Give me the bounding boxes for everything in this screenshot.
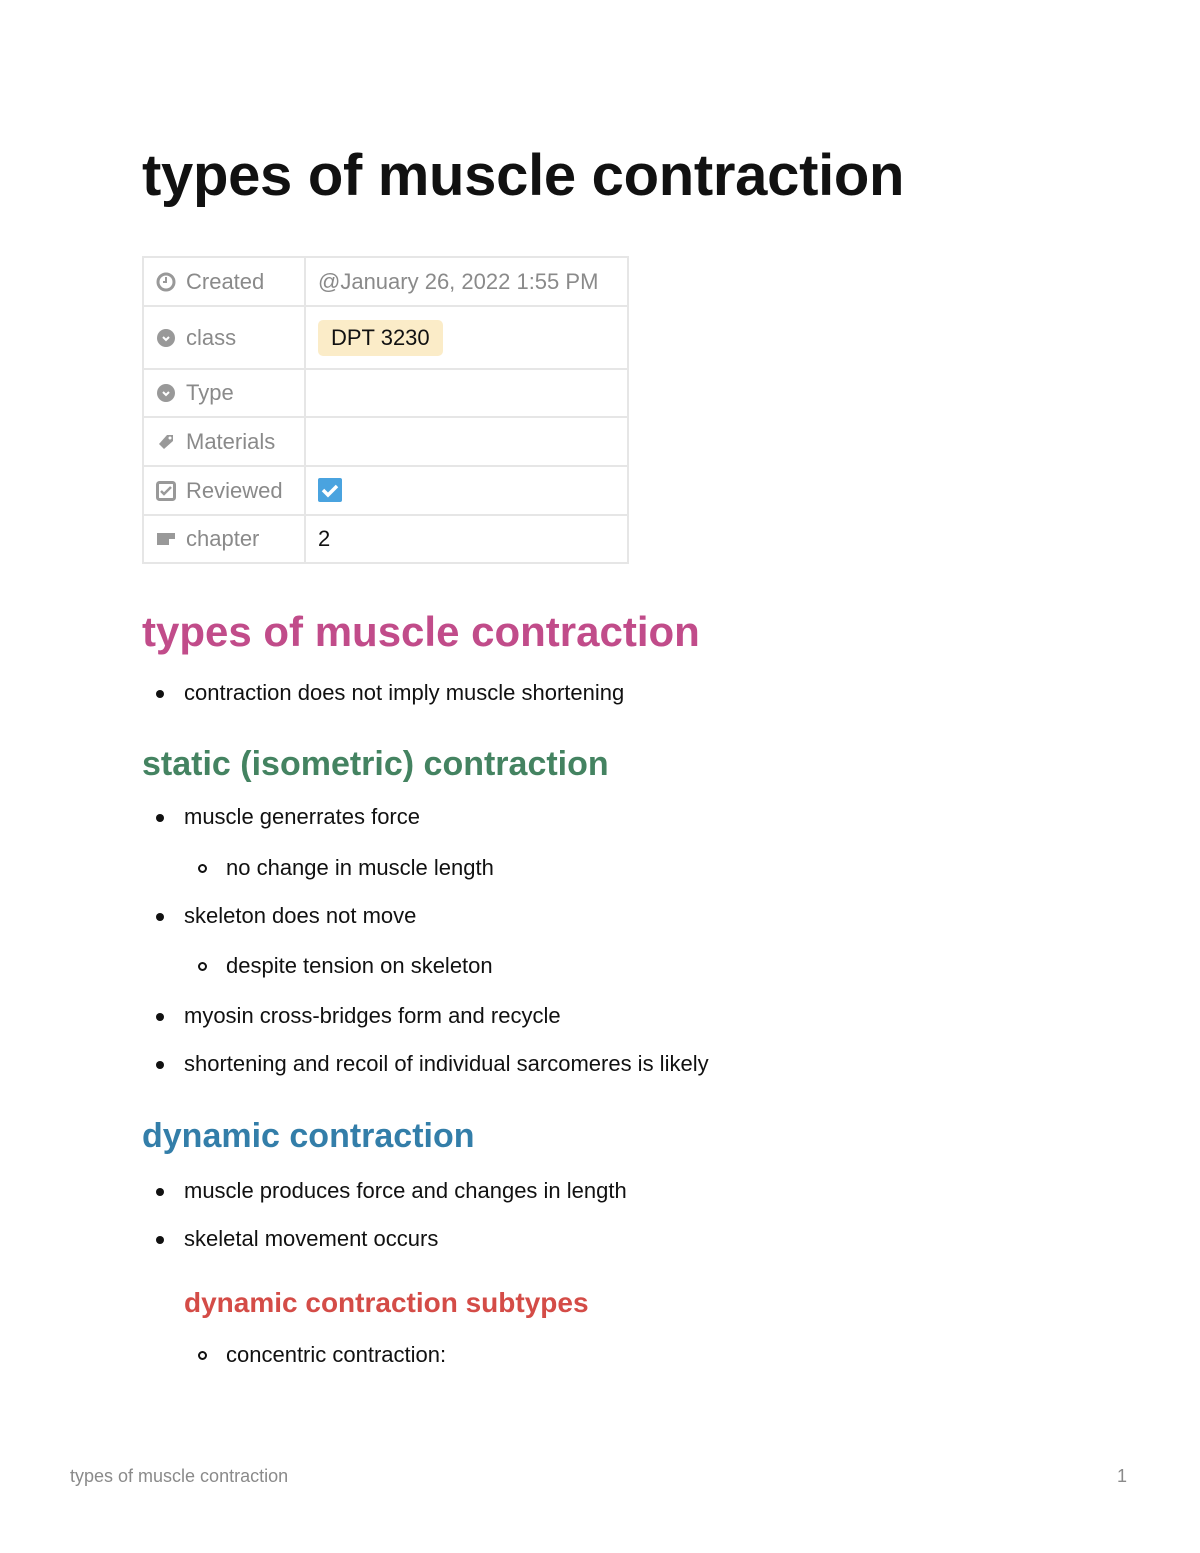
- reviewed-checkbox[interactable]: [318, 477, 342, 502]
- property-row-created: Created @January 26, 2022 1:55 PM: [142, 256, 629, 307]
- page-number: 1: [1117, 1466, 1128, 1486]
- list-item: no change in muscle length: [198, 855, 494, 880]
- list-item: myosin cross-bridges form and recycle: [156, 1003, 561, 1028]
- property-label: Reviewed: [186, 477, 283, 503]
- chapter-value[interactable]: 2: [304, 514, 629, 564]
- property-row-class: class DPT 3230: [142, 305, 629, 370]
- heading-types: types of muscle contraction: [142, 608, 700, 655]
- list-item: concentric contraction:: [197, 1342, 447, 1367]
- property-label: Materials: [186, 428, 276, 454]
- type-value[interactable]: [304, 368, 629, 418]
- list-item: shortening and recoil of individual sarc…: [156, 1051, 709, 1076]
- property-row-materials: Materials: [142, 416, 629, 467]
- heading-static: static (isometric) contraction: [142, 745, 609, 783]
- heading-dynamic: dynamic contraction: [142, 1117, 475, 1155]
- heading-subtypes: dynamic contraction subtypes: [184, 1287, 589, 1318]
- property-row-reviewed: Reviewed: [142, 465, 629, 516]
- property-label: chapter: [186, 526, 260, 551]
- created-value[interactable]: @January 26, 2022 1:55 PM: [304, 256, 629, 307]
- list-item: despite tension on skeleton: [198, 953, 493, 978]
- property-label: Type: [186, 380, 234, 405]
- select-icon: [156, 383, 176, 403]
- footer-title: types of muscle contraction: [70, 1466, 289, 1486]
- list-item: skeleton does not move: [155, 903, 417, 928]
- list-item: muscle produces force and changes in len…: [156, 1178, 627, 1203]
- text-icon: [156, 529, 176, 549]
- tag-icon: [156, 432, 176, 452]
- class-tag[interactable]: DPT 3230: [318, 319, 443, 356]
- property-row-chapter: chapter 2: [142, 514, 629, 564]
- property-row-type: Type: [142, 368, 629, 418]
- properties-table: Created @January 26, 2022 1:55 PM class …: [142, 256, 629, 564]
- list-item: contraction does not imply muscle shorte…: [155, 680, 625, 705]
- page-title: types of muscle contraction: [142, 143, 905, 208]
- clock-icon: [156, 272, 176, 292]
- property-label: Created: [186, 268, 265, 294]
- property-label: class: [186, 324, 237, 350]
- checkbox-icon: [156, 480, 176, 501]
- list-item: skeletal movement occurs: [155, 1226, 439, 1251]
- select-icon: [156, 328, 176, 348]
- materials-value[interactable]: [304, 416, 629, 467]
- list-item: muscle generrates force: [156, 804, 420, 829]
